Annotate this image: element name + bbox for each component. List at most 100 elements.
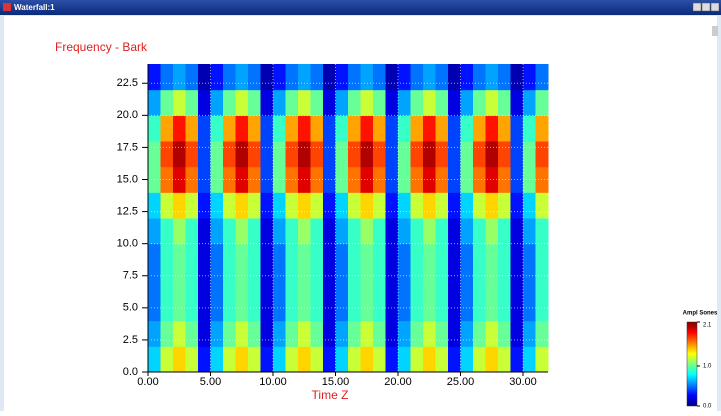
heatmap-cell	[423, 115, 436, 142]
heatmap-cell	[298, 192, 311, 219]
heatmap-cell	[260, 166, 274, 193]
x-tick-label: 15.00	[322, 376, 350, 388]
heatmap-cell	[348, 141, 361, 168]
heatmap-cell	[523, 192, 536, 219]
heatmap-cell	[498, 64, 511, 91]
close-button[interactable]	[710, 2, 720, 12]
heatmap-cell	[510, 269, 524, 296]
heatmap-cell	[435, 141, 449, 168]
heatmap-cell	[360, 115, 374, 142]
colorbar-title: Ampl Sones	[683, 311, 718, 317]
heatmap-cell	[210, 192, 224, 219]
heatmap-cell	[273, 346, 286, 373]
heatmap-cell	[185, 218, 199, 245]
heatmap-cell	[260, 295, 274, 322]
heatmap-cell	[160, 269, 174, 296]
minimize-button[interactable]	[692, 2, 702, 12]
heatmap-cell	[510, 346, 524, 373]
heatmap-cell	[460, 346, 474, 373]
heatmap-cell	[198, 64, 211, 91]
heatmap-cell	[485, 141, 499, 168]
heatmap-cell	[460, 89, 474, 116]
heatmap-cell	[273, 141, 286, 168]
heatmap-cell	[423, 295, 436, 322]
heatmap-cell	[510, 64, 524, 91]
y-tick-label: 10.0	[117, 238, 138, 250]
heatmap-cell	[498, 218, 511, 245]
heatmap-cell	[498, 141, 511, 168]
heatmap-cell	[398, 89, 411, 116]
heatmap-cell	[510, 218, 524, 245]
heatmap-cell	[248, 192, 261, 219]
heatmap-cell	[485, 269, 499, 296]
heatmap-cell	[410, 141, 424, 168]
heatmap-cell	[248, 115, 261, 142]
heatmap-cell	[185, 141, 199, 168]
heatmap-cell	[235, 115, 249, 142]
heatmap-cell	[473, 166, 486, 193]
heatmap-cell	[510, 141, 524, 168]
heatmap-cell	[348, 269, 361, 296]
heatmap-cell	[398, 218, 411, 245]
heatmap-cell	[173, 89, 186, 116]
heatmap-cell	[348, 295, 361, 322]
heatmap-cell	[198, 320, 211, 347]
heatmap-cell	[235, 346, 249, 373]
heatmap-cell	[410, 269, 424, 296]
heatmap-cell	[373, 320, 386, 347]
heatmap-cell	[435, 346, 449, 373]
heatmap-cell	[310, 89, 324, 116]
heatmap-cell	[485, 115, 499, 142]
colorbar-tick-label: 0.0	[703, 404, 712, 410]
heatmap-cell	[335, 141, 349, 168]
heatmap-cell	[185, 64, 199, 91]
heatmap-cell	[210, 64, 224, 91]
heatmap-cell	[323, 243, 336, 270]
heatmap-cell	[348, 192, 361, 219]
heatmap-cell	[498, 346, 511, 373]
heatmap-cell	[373, 243, 386, 270]
heatmap-cell	[223, 218, 236, 245]
heatmap-cell	[523, 346, 536, 373]
heatmap-cell	[160, 320, 174, 347]
heatmap-cell	[223, 115, 236, 142]
maximize-button[interactable]	[701, 2, 711, 12]
heatmap-cell	[448, 89, 461, 116]
x-tick-label: 25.00	[447, 376, 475, 388]
heatmap-cell	[248, 269, 261, 296]
heatmap-cell	[473, 243, 486, 270]
heatmap-cell	[498, 243, 511, 270]
y-tick-label: 15.0	[117, 173, 138, 185]
heatmap-cell	[385, 320, 399, 347]
heatmap-cell	[298, 89, 311, 116]
heatmap-cell	[348, 166, 361, 193]
heatmap-cell	[285, 192, 299, 219]
heatmap-cell	[223, 192, 236, 219]
heatmap-cell	[535, 64, 549, 91]
heatmap-cell	[473, 218, 486, 245]
heatmap-cell	[223, 320, 236, 347]
heatmap-cell	[323, 115, 336, 142]
heatmap-cell	[223, 141, 236, 168]
heatmap-cell	[460, 192, 474, 219]
x-tick-label: 5.00	[200, 376, 221, 388]
heatmap-cell	[285, 269, 299, 296]
heatmap-cell	[210, 115, 224, 142]
heatmap-cell	[435, 269, 449, 296]
y-tick-label: 7.5	[123, 270, 138, 282]
heatmap-cell	[385, 115, 399, 142]
heatmap-cell	[273, 243, 286, 270]
heatmap-cell	[535, 115, 549, 142]
heatmap-cell	[248, 141, 261, 168]
heatmap-cell	[385, 243, 399, 270]
heatmap-cell	[410, 243, 424, 270]
heatmap-cell	[310, 269, 324, 296]
heatmap-cell	[285, 141, 299, 168]
heatmap-cell	[323, 218, 336, 245]
heatmap-cell	[510, 320, 524, 347]
heatmap-cell	[498, 89, 511, 116]
heatmap-cell	[410, 166, 424, 193]
heatmap-cell	[310, 346, 324, 373]
y-tick-label: 22.5	[117, 77, 138, 89]
heatmap-cell	[160, 89, 174, 116]
